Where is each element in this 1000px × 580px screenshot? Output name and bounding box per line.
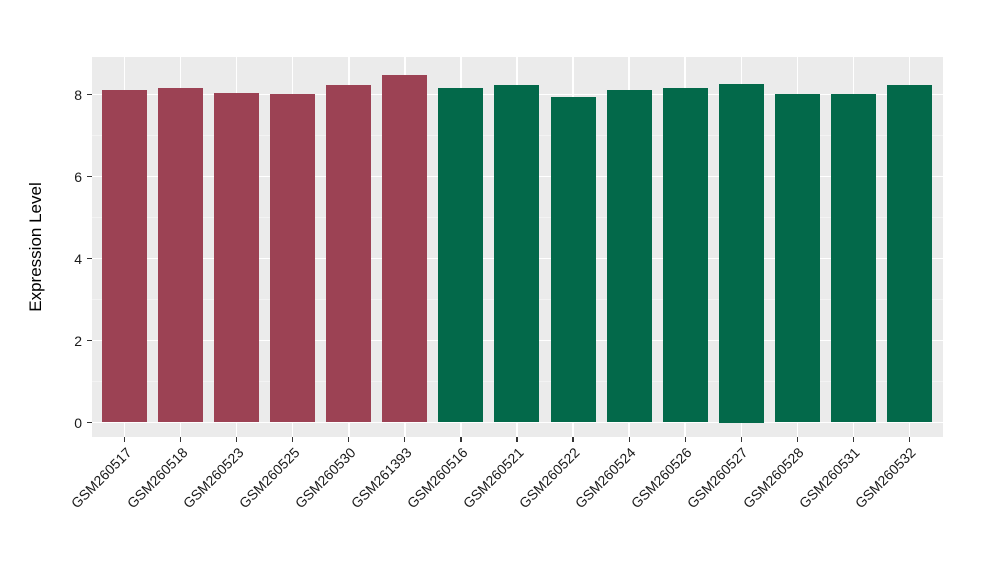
bar bbox=[270, 94, 316, 423]
bar bbox=[550, 96, 596, 423]
x-tick-mark bbox=[684, 437, 686, 442]
plot-panel bbox=[92, 57, 943, 437]
y-tick-label: 0 bbox=[74, 414, 82, 431]
y-tick-label: 2 bbox=[74, 332, 82, 349]
x-tick-mark bbox=[236, 437, 238, 442]
x-tick-mark bbox=[179, 437, 182, 442]
x-tick-mark bbox=[292, 437, 294, 442]
bar bbox=[326, 85, 372, 423]
x-tick-mark bbox=[516, 437, 518, 442]
x-tick-mark bbox=[908, 437, 911, 442]
x-tick-mark bbox=[852, 437, 854, 442]
x-tick-mark bbox=[348, 437, 350, 442]
x-tick-mark bbox=[740, 437, 742, 442]
bar bbox=[774, 94, 820, 423]
x-tick-mark bbox=[404, 437, 406, 442]
x-tick-mark bbox=[628, 437, 630, 442]
y-tick-label: 6 bbox=[74, 168, 82, 185]
h-gridline-major bbox=[92, 421, 943, 424]
bar bbox=[382, 75, 428, 423]
bar bbox=[158, 87, 204, 423]
bar bbox=[438, 87, 484, 423]
x-tick-mark bbox=[123, 437, 126, 442]
bar bbox=[606, 89, 652, 423]
x-tick-mark bbox=[796, 437, 798, 442]
bar bbox=[662, 87, 708, 423]
bar bbox=[886, 84, 932, 423]
bar bbox=[214, 92, 260, 423]
y-tick-label: 8 bbox=[74, 86, 82, 103]
y-tick-mark bbox=[87, 339, 92, 342]
x-tick-mark bbox=[572, 437, 574, 442]
bar bbox=[718, 84, 764, 423]
y-tick-label: 4 bbox=[74, 250, 82, 267]
bar bbox=[830, 94, 876, 423]
x-tick-mark bbox=[460, 437, 462, 442]
y-tick-mark bbox=[87, 93, 92, 96]
y-tick-mark bbox=[87, 421, 92, 424]
y-tick-mark bbox=[87, 175, 92, 178]
bar bbox=[494, 85, 540, 423]
y-axis-title: Expression Level bbox=[26, 182, 45, 312]
bar bbox=[102, 89, 147, 423]
y-tick-mark bbox=[87, 257, 92, 260]
